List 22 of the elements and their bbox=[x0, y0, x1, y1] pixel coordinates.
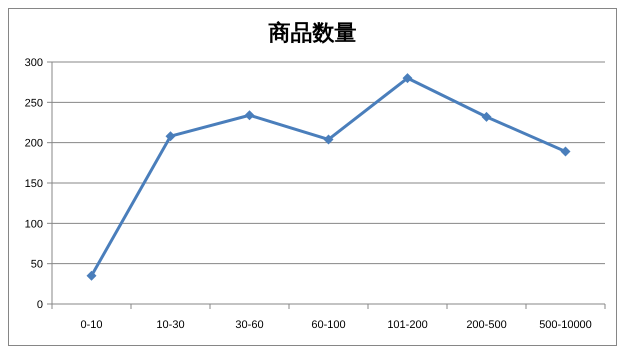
point bbox=[166, 131, 176, 142]
y-tick-label: 300 bbox=[24, 57, 43, 69]
y-tick-label: 0 bbox=[36, 299, 43, 311]
point bbox=[560, 146, 570, 157]
x-tick-label: 0-10 bbox=[80, 319, 103, 331]
point bbox=[482, 112, 492, 122]
y-tick-label: 50 bbox=[30, 258, 43, 271]
y-tick-label: 100 bbox=[24, 218, 43, 230]
x-tick-label: 30-60 bbox=[235, 319, 264, 331]
x-tick-label: 101-200 bbox=[387, 319, 428, 331]
point bbox=[402, 73, 412, 84]
y-tick-label: 250 bbox=[24, 97, 43, 110]
point bbox=[86, 270, 96, 281]
point bbox=[244, 110, 254, 120]
x-tick-label: 500-10000 bbox=[539, 319, 592, 331]
y-tick-label: 200 bbox=[24, 138, 43, 150]
point bbox=[324, 134, 334, 144]
chart-title: 商品数量 bbox=[268, 20, 356, 45]
y-tick-label: 150 bbox=[24, 178, 43, 190]
x-tick-label: 10-30 bbox=[156, 319, 185, 331]
x-tick-label: 200-500 bbox=[466, 319, 507, 331]
x-tick-label: 60-100 bbox=[311, 319, 346, 331]
